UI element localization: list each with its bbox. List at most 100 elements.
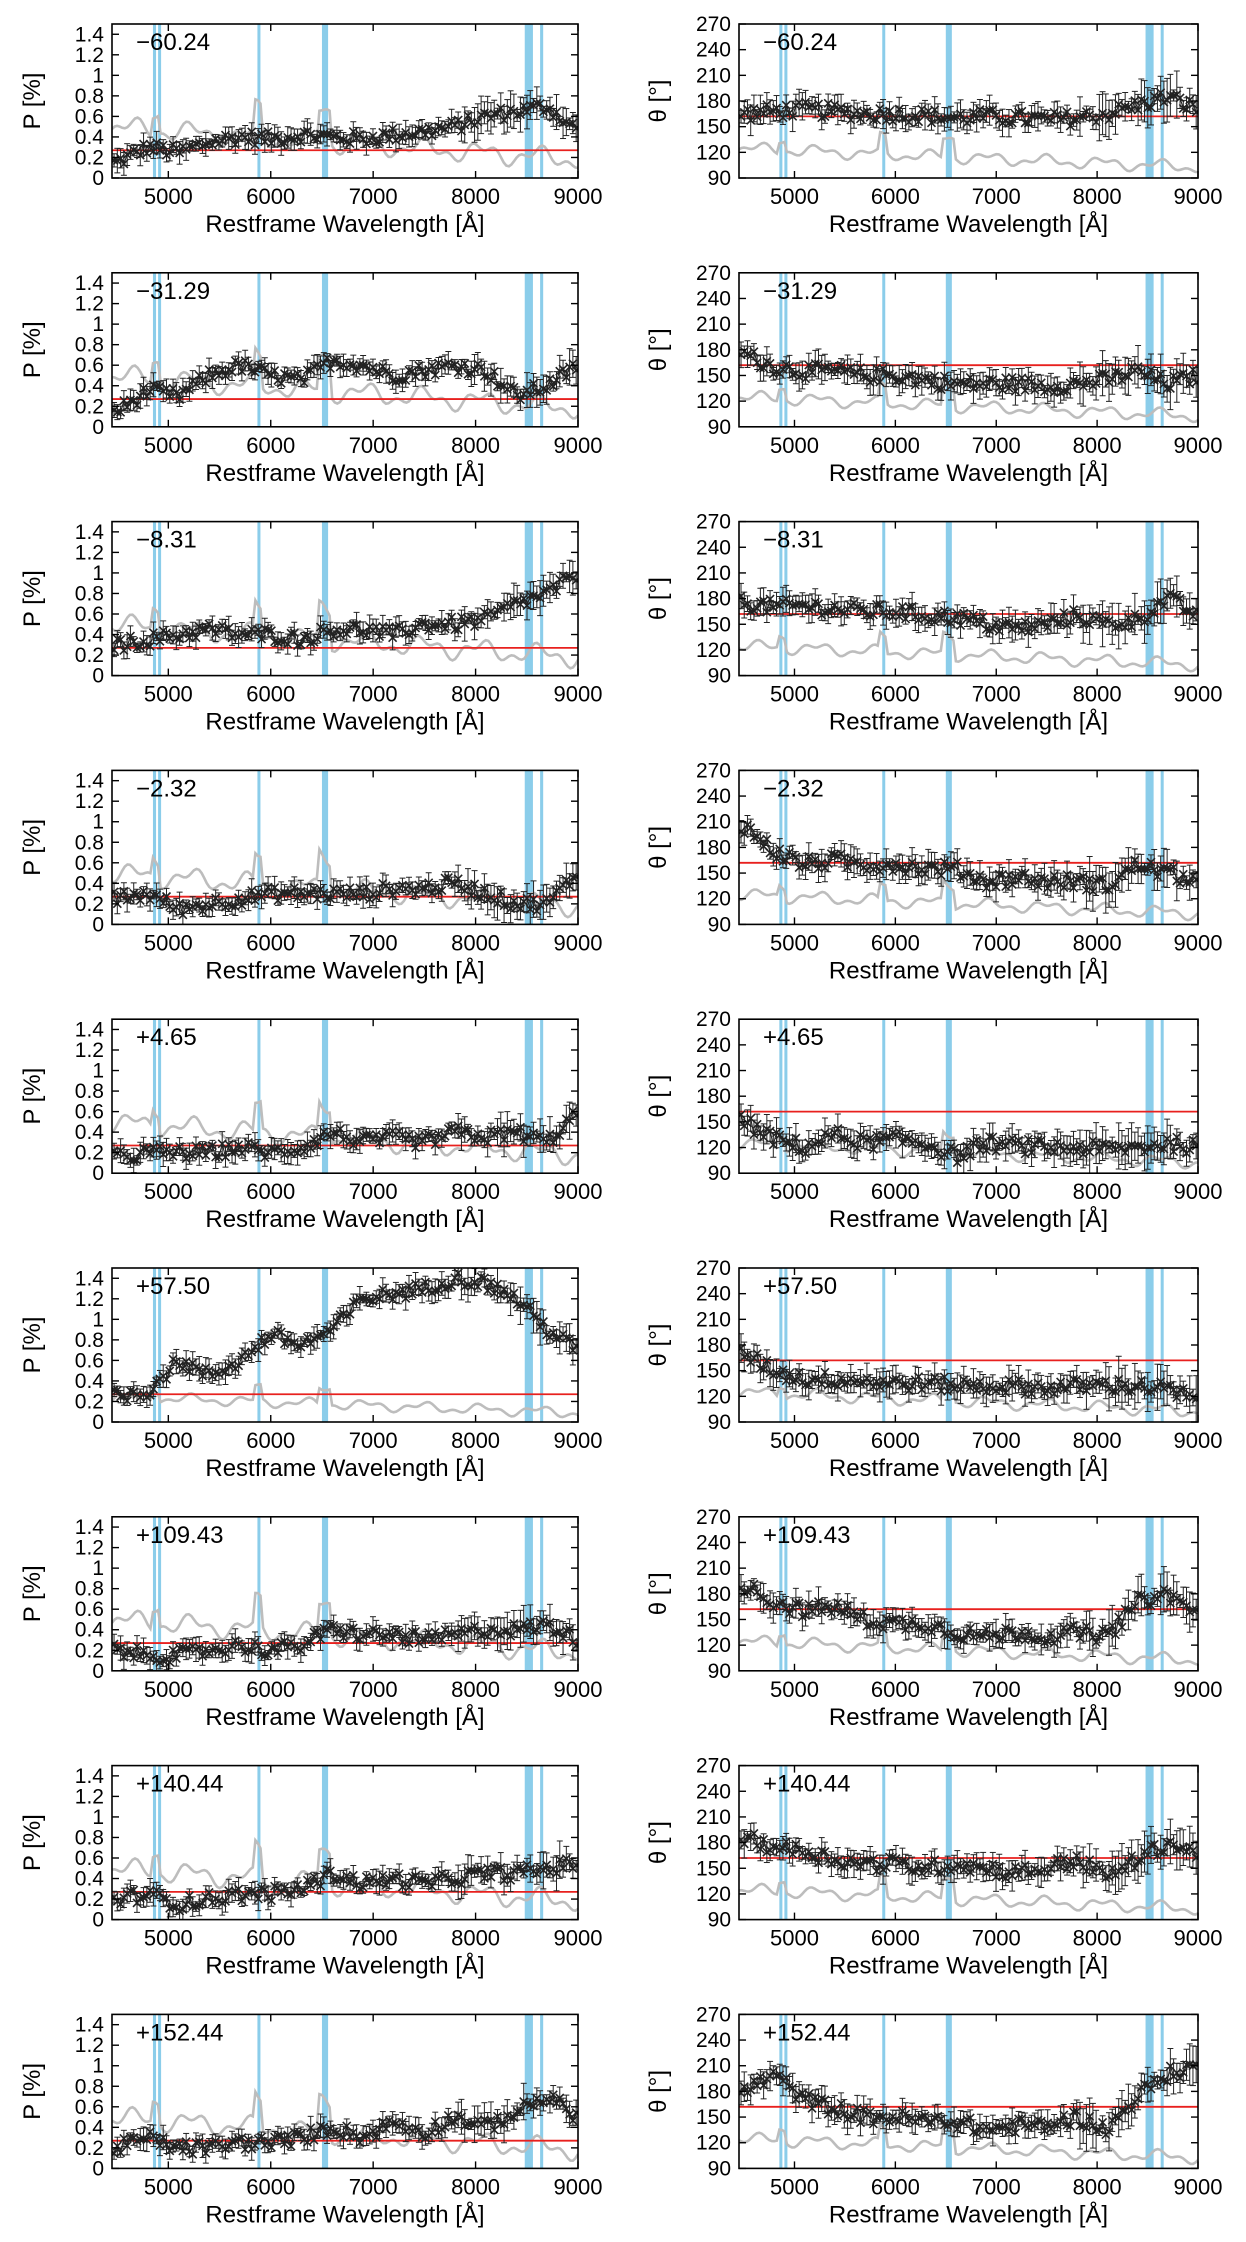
y-tick-label: 180 xyxy=(696,588,731,611)
y-tick-label: 1 xyxy=(92,64,104,87)
y-tick-label: 180 xyxy=(696,339,731,362)
y-tick-label: 90 xyxy=(708,416,731,439)
data-line xyxy=(113,356,577,413)
y-axis-label: P [%] xyxy=(19,321,46,378)
y-axis-label: θ [°] xyxy=(645,80,672,123)
data-line xyxy=(740,350,1197,394)
x-tick-label: 5000 xyxy=(770,433,819,458)
panel-theta-3: 5000 6000 7000 8000 9000 Restframe Wavelength… xyxy=(645,759,1222,984)
y-tick-label: 0.4 xyxy=(75,624,105,647)
y-tick-label: 240 xyxy=(696,39,731,62)
plot-frame xyxy=(111,769,579,926)
masked-band xyxy=(882,521,886,676)
y-tick-label: 1.2 xyxy=(75,790,104,813)
y-tick-label: 0.4 xyxy=(75,872,105,895)
masked-band xyxy=(945,521,952,676)
y-tick-label: 0.6 xyxy=(75,354,104,377)
y-tick-label: 0.8 xyxy=(75,582,104,605)
y-tick-label: 120 xyxy=(696,639,731,662)
data-line xyxy=(113,876,577,917)
masked-band xyxy=(158,272,162,427)
masked-band xyxy=(540,1019,544,1174)
y-axis-label: P [%] xyxy=(19,570,46,627)
x-tick-label: 6000 xyxy=(871,930,920,955)
x-tick-label: 8000 xyxy=(1073,433,1122,458)
flux-line xyxy=(739,378,1198,424)
masked-band xyxy=(321,1019,329,1174)
masked-band xyxy=(1145,272,1154,427)
x-tick-label: 7000 xyxy=(972,184,1021,209)
masked-band xyxy=(321,521,329,676)
panel-P-2: 5000 6000 7000 8000 9000 Restframe Wavelength… xyxy=(19,520,602,736)
y-axis-label: θ [°] xyxy=(645,577,672,620)
y-tick-label: 1.2 xyxy=(75,293,104,316)
x-tick-label: 8000 xyxy=(451,682,500,707)
y-tick-label: 0.8 xyxy=(75,85,104,108)
x-tick-label: 9000 xyxy=(1174,433,1223,458)
x-tick-label: 9000 xyxy=(554,184,603,209)
y-tick-label: 90 xyxy=(708,913,731,936)
y-tick-label: 240 xyxy=(696,287,731,310)
x-tick-label: 8000 xyxy=(1073,930,1122,955)
y-tick-label: 90 xyxy=(708,665,731,688)
y-tick-label: 1.2 xyxy=(75,541,104,564)
panel-P-1: 5000 6000 7000 8000 9000 Restframe Wavelength… xyxy=(19,271,603,487)
masked-band xyxy=(524,1019,533,1174)
y-tick-label: 0 xyxy=(92,665,104,688)
plot-area xyxy=(112,770,578,925)
epoch-label: −8.31 xyxy=(763,527,824,554)
x-axis-label: Restframe Wavelength [Å] xyxy=(205,459,484,487)
x-tick-label: 6000 xyxy=(246,682,295,707)
y-tick-label: 150 xyxy=(696,116,731,139)
epoch-label: −2.32 xyxy=(763,775,824,802)
masked-band xyxy=(779,272,783,427)
plot-area xyxy=(739,24,1198,178)
masked-band xyxy=(945,24,952,178)
y-tick-label: 270 xyxy=(696,13,731,36)
x-tick-label: 8000 xyxy=(451,930,500,955)
data-line xyxy=(740,823,1197,894)
epoch-label: −8.31 xyxy=(136,527,197,554)
y-tick-label: 0 xyxy=(92,416,104,439)
masked-band xyxy=(1145,521,1154,676)
y-axis-label: P [%] xyxy=(19,73,46,130)
y-tick-label: 120 xyxy=(696,141,731,164)
x-tick-label: 5000 xyxy=(770,930,819,955)
x-tick-label: 6000 xyxy=(871,682,920,707)
masked-band xyxy=(158,24,162,178)
y-tick-label: 150 xyxy=(696,613,731,636)
masked-band xyxy=(257,521,261,676)
flux-line xyxy=(739,130,1198,174)
y-tick-label: 1 xyxy=(92,313,104,336)
panel-theta-2: 5000 6000 7000 8000 9000 Restframe Wavelength… xyxy=(645,511,1222,736)
y-tick-label: 270 xyxy=(696,759,731,782)
flux-line xyxy=(739,628,1198,673)
panel-theta-1: 5000 6000 7000 8000 9000 Restframe Wavelength… xyxy=(645,262,1222,487)
epoch-label: −2.32 xyxy=(136,775,197,802)
x-tick-label: 8000 xyxy=(1073,184,1122,209)
y-tick-label: 0.6 xyxy=(75,852,104,875)
masked-band xyxy=(524,24,533,178)
y-tick-label: 120 xyxy=(696,888,731,911)
y-tick-label: 1 xyxy=(92,562,104,585)
flux-line xyxy=(739,877,1198,922)
flux-line xyxy=(112,344,578,420)
masked-band xyxy=(882,24,886,178)
x-axis-label: Restframe Wavelength [Å] xyxy=(829,459,1108,487)
y-tick-label: 210 xyxy=(696,562,731,585)
x-axis-label: Restframe Wavelength [Å] xyxy=(205,210,484,238)
masked-band xyxy=(882,770,886,925)
plot-area xyxy=(112,521,578,676)
data-point xyxy=(1191,377,1198,387)
y-tick-label: 1.4 xyxy=(75,23,105,46)
masked-band xyxy=(524,272,533,427)
y-tick-label: 90 xyxy=(708,167,731,190)
x-tick-label: 5000 xyxy=(770,184,819,209)
plot-area xyxy=(112,1019,578,1174)
masked-band xyxy=(540,770,544,925)
x-tick-label: 9000 xyxy=(554,433,603,458)
x-tick-label: 7000 xyxy=(349,682,398,707)
masked-band xyxy=(158,1019,162,1174)
masked-band xyxy=(152,24,157,178)
